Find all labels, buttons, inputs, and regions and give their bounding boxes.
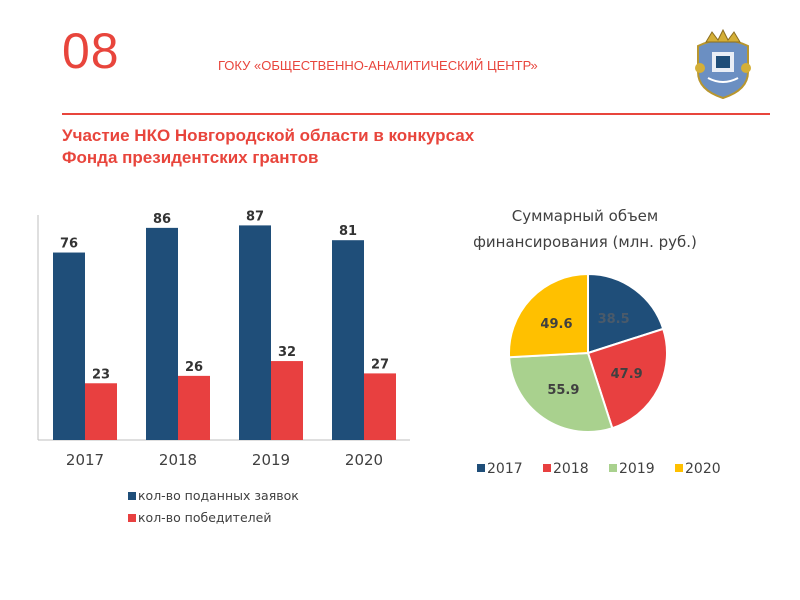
x-tick-label-2020: 2020 bbox=[345, 451, 383, 469]
header-divider bbox=[62, 113, 770, 115]
bar-value-label: 86 bbox=[153, 212, 171, 227]
x-tick-label-2019: 2019 bbox=[252, 451, 290, 469]
pie-title-line2: финансирования (млн. руб.) bbox=[473, 233, 697, 251]
bar-chart: 76 23 2017 86 26 2018 87 32 2019 81 27 2020 кол-во п… bbox=[37, 209, 410, 525]
bar-value-label: 26 bbox=[185, 360, 203, 375]
bar-value-label: 81 bbox=[339, 224, 357, 239]
pie-legend-label-2020: 2020 bbox=[685, 461, 721, 477]
bar-value-label: 27 bbox=[371, 357, 389, 372]
pie-title-line1: Суммарный объем bbox=[512, 207, 658, 225]
slide-number: 08 bbox=[62, 23, 120, 79]
pie-slice-2018 bbox=[586, 327, 668, 430]
bar-value-label: 87 bbox=[246, 209, 264, 224]
bar-2019-series1 bbox=[239, 225, 271, 440]
page-title: Участие НКО Новгородской области в конку… bbox=[62, 126, 475, 167]
bar-2018-series1 bbox=[146, 227, 178, 440]
pie-slice-2019 bbox=[508, 351, 614, 433]
bar-value-label: 23 bbox=[92, 367, 110, 382]
x-tick-label-2018: 2018 bbox=[159, 451, 197, 469]
x-tick-label-2017: 2017 bbox=[66, 451, 104, 469]
pie-legend-swatch-2020 bbox=[675, 464, 683, 472]
legend-label-series1: кол-во поданных заявок bbox=[138, 488, 299, 503]
bar-2017-series1 bbox=[53, 252, 85, 440]
pie-value-label: 38.5 bbox=[598, 312, 630, 327]
bar-2017-series2 bbox=[85, 383, 117, 440]
legend-label-series2: кол-во победителей bbox=[138, 510, 271, 525]
pie-legend-label-2019: 2019 bbox=[619, 461, 655, 477]
bar-value-label: 32 bbox=[278, 345, 296, 360]
pie-legend-label-2018: 2018 bbox=[553, 461, 589, 477]
pie-chart: Суммарный объем финансирования (млн. руб.… bbox=[473, 207, 721, 477]
bar-2019-series2 bbox=[271, 361, 303, 440]
organization-name: ГОКУ «ОБЩЕСТВЕННО-АНАЛИТИЧЕСКИЙ ЦЕНТР» bbox=[218, 58, 538, 73]
bar-value-label: 76 bbox=[60, 237, 78, 252]
pie-slice-2017 bbox=[587, 272, 665, 355]
pie-legend-swatch-2019 bbox=[609, 464, 617, 472]
legend-swatch-series1 bbox=[128, 492, 136, 500]
pie-value-label: 47.9 bbox=[611, 367, 643, 382]
bar-2020-series2 bbox=[364, 373, 396, 440]
pie-legend-swatch-2017 bbox=[477, 464, 485, 472]
bar-2018-series2 bbox=[178, 375, 210, 440]
pie-slice-2020 bbox=[508, 272, 589, 359]
pie-value-label: 49.6 bbox=[540, 317, 572, 332]
pie-legend-label-2017: 2017 bbox=[487, 461, 523, 477]
pie-legend-swatch-2018 bbox=[543, 464, 551, 472]
legend-swatch-series2 bbox=[128, 514, 136, 522]
coat-of-arms-icon bbox=[695, 28, 751, 100]
bar-2020-series1 bbox=[332, 240, 364, 440]
pie-value-label: 55.9 bbox=[547, 383, 579, 398]
